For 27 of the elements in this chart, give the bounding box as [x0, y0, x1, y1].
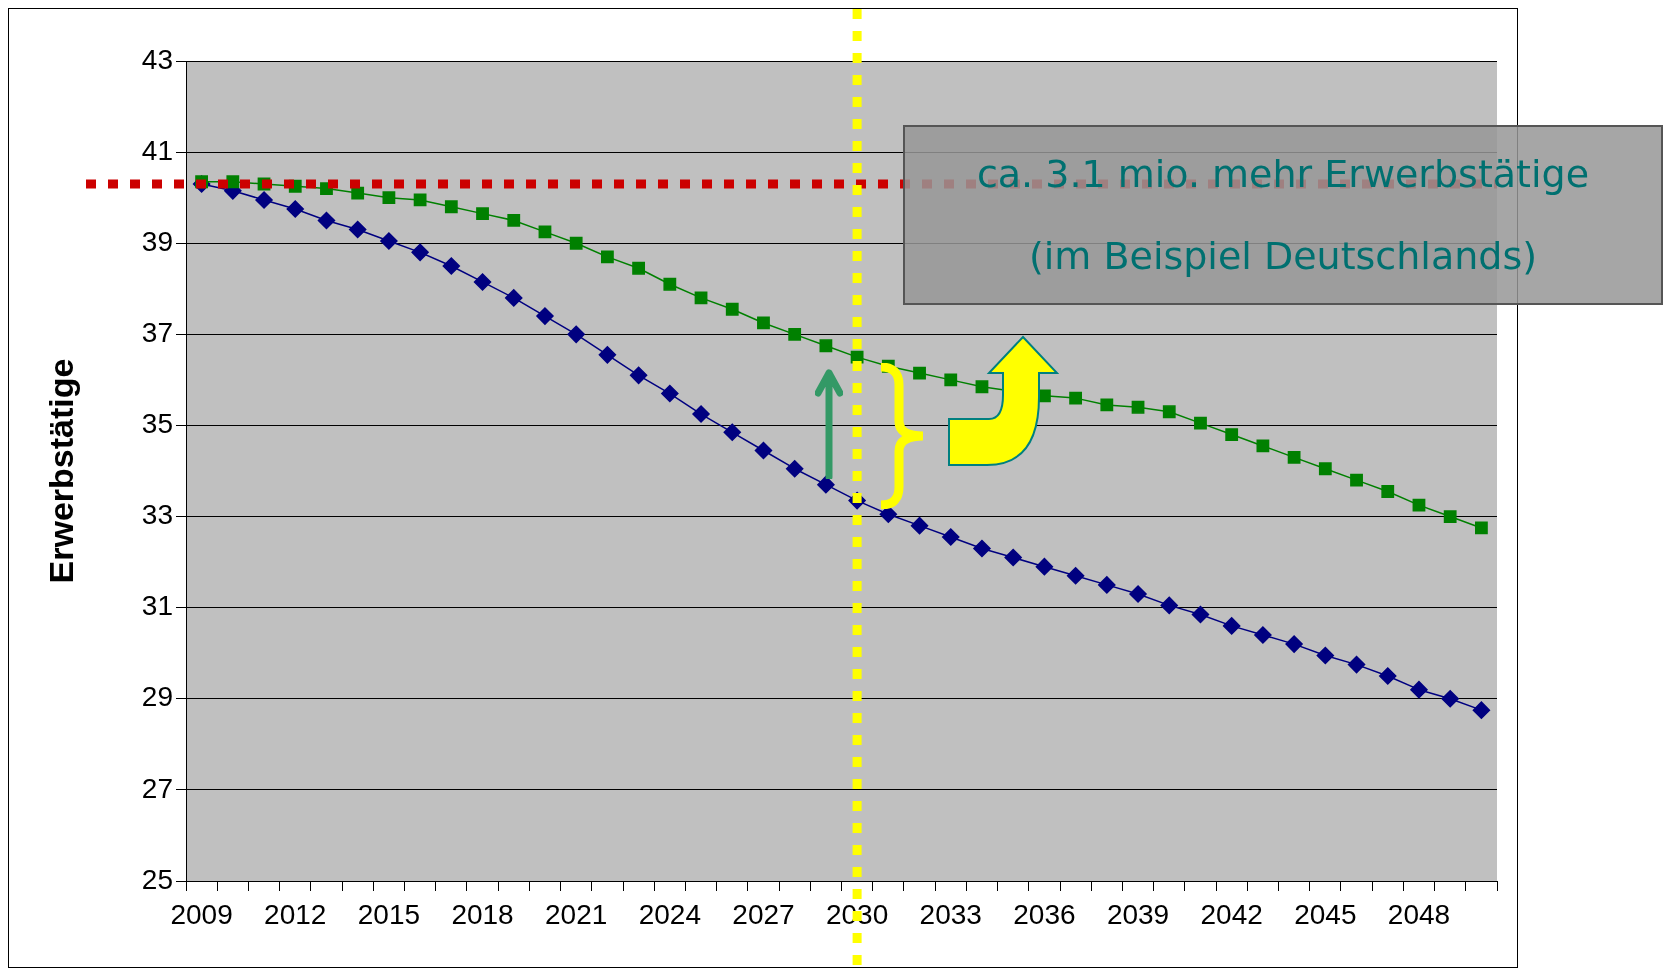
y-tick-label: 31 [141, 590, 173, 622]
y-axis-title: Erwerbstätige [41, 358, 80, 584]
x-tick-label: 2009 [170, 898, 233, 930]
y-tick-label: 43 [141, 43, 173, 75]
x-tick-label: 2018 [451, 898, 514, 930]
x-tick-label: 2027 [732, 898, 795, 930]
y-tick-label: 41 [141, 134, 173, 166]
note-box: ca. 3.1 mio. mehr Erwerbstätige (im Beispiel Deutschlands) [903, 125, 1663, 305]
x-tick-label: 2048 [1387, 898, 1451, 930]
y-tick-label: 39 [141, 225, 173, 257]
y-tick-label: 25 [141, 863, 173, 895]
annotation: (im Beispiel Deutschlands) [1028, 233, 1538, 280]
y-tick-label: 29 [141, 681, 173, 713]
y-tick-label: 35 [141, 408, 173, 440]
y-tick-label: 33 [141, 499, 173, 531]
x-tick-label: 2015 [357, 898, 421, 930]
x-tick-label: 2033 [919, 898, 982, 930]
x-tick-label: 2012 [264, 898, 327, 930]
y-tick-label: 37 [141, 317, 173, 349]
x-tick-label: 2039 [1106, 898, 1170, 930]
annotation: ca. 3.1 mio. mehr Erwerbstätige [976, 151, 1590, 198]
x-tick-label: 2036 [1013, 898, 1076, 930]
x-tick-label: 2024 [638, 898, 701, 930]
y-tick-label: 27 [141, 772, 173, 804]
x-tick-label: 2021 [545, 898, 608, 930]
x-tick-label: 2045 [1294, 898, 1357, 930]
x-tick-label: 2042 [1200, 898, 1263, 930]
